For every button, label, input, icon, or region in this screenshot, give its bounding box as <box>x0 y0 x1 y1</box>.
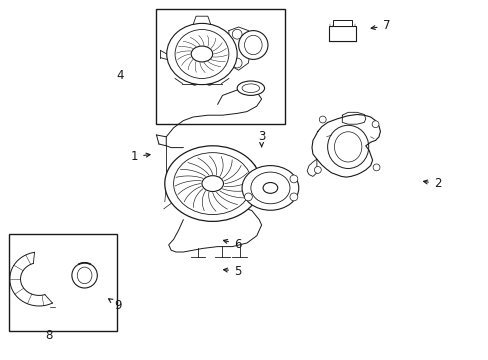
Text: 7: 7 <box>370 19 389 32</box>
Text: 2: 2 <box>423 177 441 190</box>
Ellipse shape <box>166 23 237 85</box>
Bar <box>332 20 351 26</box>
Circle shape <box>244 193 252 201</box>
Text: 4: 4 <box>116 69 123 82</box>
Text: 6: 6 <box>223 238 241 251</box>
Ellipse shape <box>263 183 277 193</box>
Circle shape <box>289 175 297 183</box>
Bar <box>328 26 355 41</box>
Ellipse shape <box>164 146 260 221</box>
Ellipse shape <box>191 46 212 62</box>
Circle shape <box>289 193 297 201</box>
Ellipse shape <box>202 176 223 192</box>
Text: 9: 9 <box>108 299 122 312</box>
Circle shape <box>314 166 321 174</box>
Text: 1: 1 <box>130 150 150 163</box>
Bar <box>9 234 117 331</box>
Circle shape <box>319 116 325 123</box>
Text: 5: 5 <box>223 265 241 278</box>
Ellipse shape <box>242 166 298 210</box>
Text: 3: 3 <box>257 130 265 147</box>
Bar <box>155 9 285 124</box>
Circle shape <box>372 164 379 171</box>
Ellipse shape <box>72 263 97 288</box>
Circle shape <box>371 121 378 128</box>
Text: 8: 8 <box>45 329 53 342</box>
Ellipse shape <box>238 31 267 59</box>
Ellipse shape <box>237 81 264 95</box>
